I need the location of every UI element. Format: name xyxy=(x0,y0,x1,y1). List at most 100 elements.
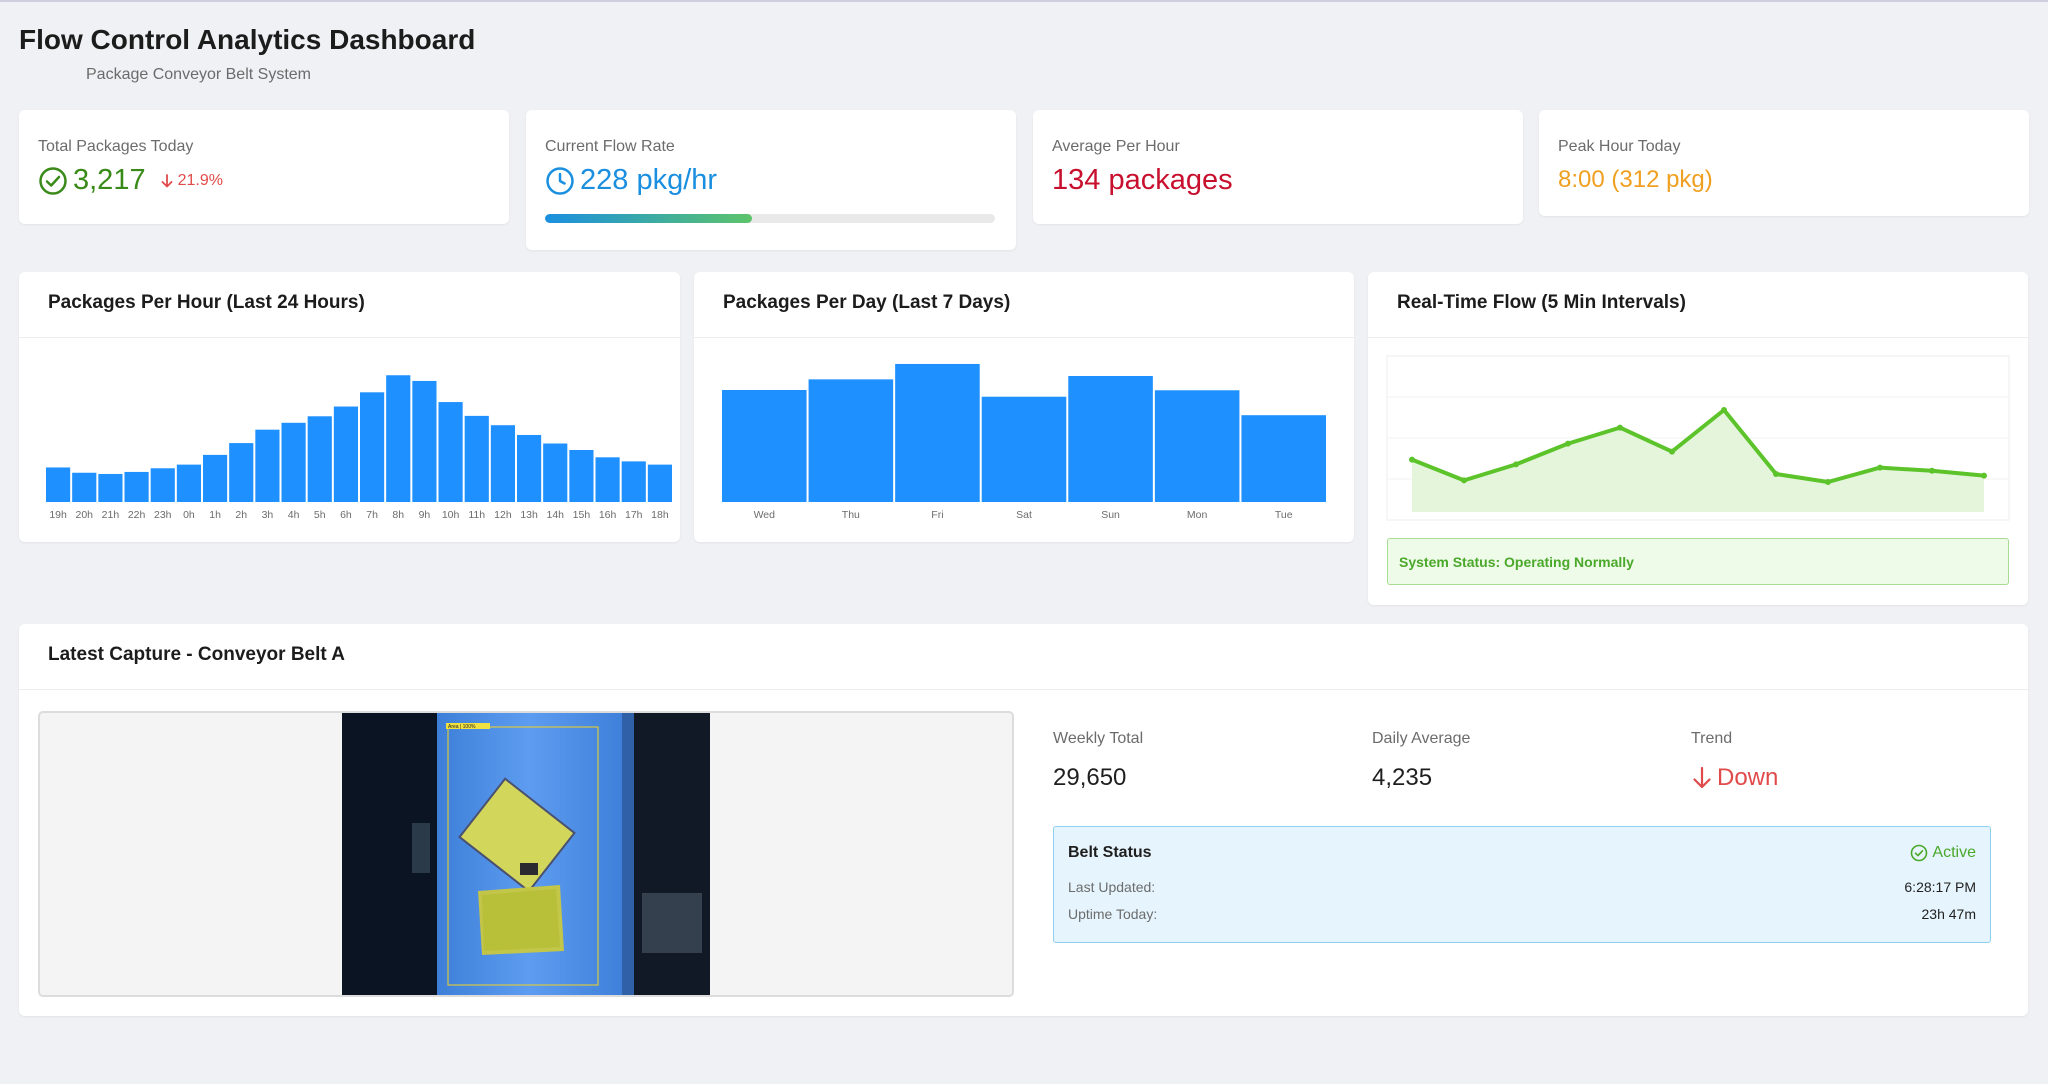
hourly-bar xyxy=(333,406,358,502)
daily-average-value: 4,235 xyxy=(1372,764,1433,791)
belt-status-panel: Belt Status Active Last Updated: 6:28:17… xyxy=(1053,826,1991,943)
hourly-tick-label: 4h xyxy=(288,509,300,521)
daily-bar xyxy=(981,396,1067,502)
hourly-bar xyxy=(490,425,515,502)
daily-bar xyxy=(722,390,807,502)
hourly-bar xyxy=(621,461,646,502)
chart-header: Real-Time Flow (5 Min Intervals) xyxy=(1368,272,2028,338)
conveyor-capture-image[interactable]: Area | 100% xyxy=(342,713,710,996)
average-value: 134 packages xyxy=(1052,164,1233,196)
flow-area-fill xyxy=(1412,410,1984,512)
daily-tick-label: Wed xyxy=(754,509,776,521)
trend-value: Down xyxy=(1717,764,1779,791)
hourly-bar xyxy=(595,457,620,502)
chart-card-hourly: Packages Per Hour (Last 24 Hours) 19h 20h… xyxy=(19,272,680,542)
hourly-tick-label: 18h xyxy=(651,509,669,521)
hourly-tick-label: 3h xyxy=(262,509,274,521)
chart-card-realtime: Real-Time Flow (5 Min Intervals) System … xyxy=(1368,272,2028,605)
hourly-bar xyxy=(124,471,149,502)
daily-bar-chart: Wed Thu Fri Sat Sun Mon Tue xyxy=(722,363,1326,521)
hourly-tick-label: 15h xyxy=(573,509,591,521)
hourly-tick-label: 11h xyxy=(468,509,485,521)
hourly-bar xyxy=(464,415,489,502)
hourly-bar xyxy=(281,422,306,502)
hourly-tick-label: 10h xyxy=(442,509,460,521)
daily-tick-label: Sat xyxy=(1016,509,1032,521)
hourly-bar xyxy=(412,380,437,502)
hourly-tick-label: 5h xyxy=(314,509,326,521)
flow-rate-value: 228 pkg/hr xyxy=(580,164,718,196)
flow-point xyxy=(1773,471,1779,477)
flow-point xyxy=(1513,461,1519,468)
daily-tick-label: Sun xyxy=(1101,509,1120,521)
stat-label: Current Flow Rate xyxy=(545,138,675,155)
flow-point xyxy=(1721,407,1727,413)
arrow-down-icon xyxy=(161,173,172,187)
system-status-text: System Status: Operating Normally xyxy=(1399,554,1634,570)
stat-label: Peak Hour Today xyxy=(1558,138,1681,155)
stat-card-peak-hour: Peak Hour Today 8:00 (312 pkg) xyxy=(1539,110,2029,216)
check-circle-icon xyxy=(39,166,67,195)
flow-progress-bar xyxy=(545,214,995,223)
hourly-tick-label: 0h xyxy=(183,509,195,521)
hourly-bar-chart: 19h 20h 21h 22h 23h 0h 1h 2h 3h 4h 5h 6h 7h 8h 9h 10h 11… xyxy=(46,375,672,521)
daily-tick-label: Tue xyxy=(1275,509,1293,521)
stat-card-flow-rate: Current Flow Rate 228 pkg/hr xyxy=(526,110,1016,250)
hourly-tick-label: 8h xyxy=(392,509,404,521)
flow-point xyxy=(1669,448,1675,455)
uptime-value: 23h 47m xyxy=(1921,906,1976,922)
chart-title: Packages Per Hour (Last 24 Hours) xyxy=(48,292,365,313)
hourly-tick-label: 14h xyxy=(546,509,564,521)
hourly-bar xyxy=(543,443,568,502)
hourly-tick-label: 13h xyxy=(520,509,538,521)
capture-image-frame[interactable]: Area | 100% xyxy=(38,711,1014,997)
hourly-bar xyxy=(255,429,280,502)
hourly-tick-label: 9h xyxy=(419,509,431,521)
hourly-bar xyxy=(647,464,672,502)
hourly-bar xyxy=(46,467,71,502)
hourly-bar xyxy=(72,472,97,502)
chart-header: Packages Per Hour (Last 24 Hours) xyxy=(19,272,680,338)
hourly-tick-label: 21h xyxy=(102,509,120,521)
flow-point xyxy=(1409,456,1415,463)
hourly-tick-label: 19h xyxy=(49,509,67,521)
stat-label: Total Packages Today xyxy=(38,138,194,155)
hourly-bar xyxy=(307,416,332,502)
flow-progress-fill xyxy=(545,214,752,223)
capture-title: Latest Capture - Conveyor Belt A xyxy=(48,644,346,665)
daily-bar xyxy=(1241,415,1326,502)
hourly-tick-label: 2h xyxy=(235,509,247,521)
daily-bar xyxy=(1154,390,1240,502)
capture-header: Latest Capture - Conveyor Belt A xyxy=(19,624,2028,690)
hourly-bar xyxy=(569,450,594,502)
daily-tick-label: Mon xyxy=(1187,509,1208,521)
flow-point xyxy=(1461,477,1467,484)
peak-hour-value: 8:00 (312 pkg) xyxy=(1558,166,1713,193)
stat-card-average: Average Per Hour 134 packages xyxy=(1033,110,1523,224)
chart-header: Packages Per Day (Last 7 Days) xyxy=(694,272,1354,338)
stat-label: Average Per Hour xyxy=(1052,138,1180,155)
flow-point xyxy=(1929,467,1935,474)
flow-point xyxy=(1981,472,1987,479)
hourly-bar xyxy=(150,468,175,502)
system-status-banner: System Status: Operating Normally xyxy=(1387,538,2009,585)
hourly-tick-label: 17h xyxy=(625,509,643,521)
hourly-tick-label: 16h xyxy=(599,509,617,521)
hourly-bar xyxy=(438,402,463,502)
change-value: 21.9% xyxy=(177,171,223,189)
flow-line xyxy=(1411,408,1985,484)
hourly-tick-label: 7h xyxy=(366,509,378,521)
chart-card-daily: Packages Per Day (Last 7 Days) Wed Thu Fri… xyxy=(694,272,1354,542)
daily-average-label: Daily Average xyxy=(1372,730,1471,747)
stat-value-row: 3,217 21.9% xyxy=(38,164,223,197)
hourly-bar xyxy=(360,392,385,502)
last-updated-value: 6:28:17 PM xyxy=(1904,879,1976,895)
hourly-tick-label: 23h xyxy=(154,509,172,521)
clock-icon xyxy=(546,166,574,195)
daily-bar xyxy=(808,379,894,502)
trend-value-row: Down xyxy=(1691,764,1778,792)
belt-status-value: Active xyxy=(1932,844,1976,861)
hourly-bar xyxy=(203,454,228,502)
change-badge: 21.9% xyxy=(160,172,223,190)
hourly-tick-label: 22h xyxy=(128,509,146,521)
